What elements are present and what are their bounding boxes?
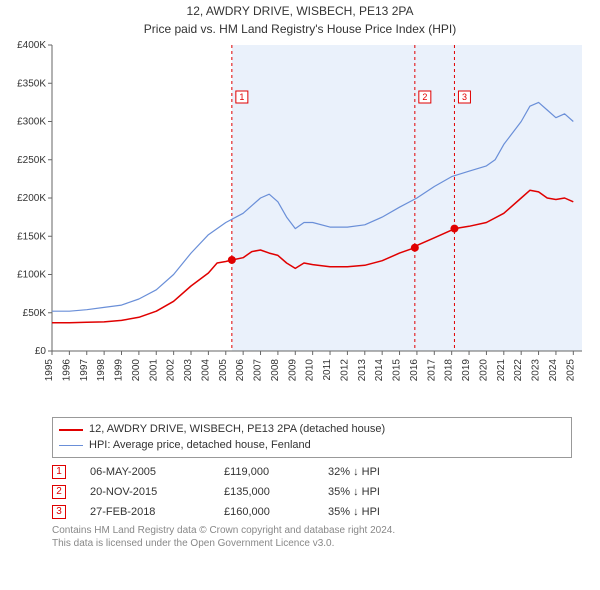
svg-text:2008: 2008	[270, 359, 281, 382]
event-number-box: 2	[52, 485, 66, 499]
svg-text:£300K: £300K	[17, 117, 46, 128]
svg-text:2: 2	[422, 92, 427, 102]
footer-line: This data is licensed under the Open Gov…	[52, 537, 572, 550]
svg-text:£400K: £400K	[17, 41, 46, 51]
svg-text:1995: 1995	[44, 359, 55, 382]
footer: Contains HM Land Registry data © Crown c…	[52, 524, 572, 550]
svg-text:£150K: £150K	[17, 231, 46, 242]
svg-text:2002: 2002	[166, 359, 177, 382]
svg-text:2005: 2005	[218, 359, 229, 382]
svg-text:2017: 2017	[426, 359, 437, 382]
svg-text:£50K: £50K	[23, 308, 47, 319]
svg-text:2010: 2010	[305, 359, 316, 382]
svg-text:2004: 2004	[200, 359, 211, 382]
footer-line: Contains HM Land Registry data © Crown c…	[52, 524, 572, 537]
svg-text:2014: 2014	[374, 359, 385, 382]
svg-text:2013: 2013	[357, 359, 368, 382]
event-date: 20-NOV-2015	[90, 486, 200, 498]
svg-text:2009: 2009	[287, 359, 298, 382]
event-price: £119,000	[224, 466, 304, 478]
event-number-box: 3	[52, 505, 66, 519]
svg-text:3: 3	[462, 92, 467, 102]
legend-label: HPI: Average price, detached house, Fenl…	[89, 438, 311, 453]
svg-text:£250K: £250K	[17, 155, 46, 166]
svg-text:2011: 2011	[322, 359, 333, 381]
svg-text:2001: 2001	[148, 359, 159, 382]
svg-text:1998: 1998	[96, 359, 107, 382]
svg-text:2024: 2024	[548, 359, 559, 382]
svg-text:2015: 2015	[392, 359, 403, 382]
svg-text:2021: 2021	[496, 359, 507, 382]
event-row: 1 06-MAY-2005 £119,000 32% ↓ HPI	[52, 462, 572, 482]
page-subtitle: Price paid vs. HM Land Registry's House …	[8, 22, 592, 38]
legend: 12, AWDRY DRIVE, WISBECH, PE13 2PA (deta…	[52, 417, 572, 458]
event-row: 3 27-FEB-2018 £160,000 35% ↓ HPI	[52, 502, 572, 522]
chart: £0 £50K £100K £150K £200K £250K £300K £350K £400…	[8, 41, 592, 411]
event-price: £135,000	[224, 486, 304, 498]
legend-swatch	[59, 429, 83, 431]
svg-text:2016: 2016	[409, 359, 420, 382]
svg-text:2025: 2025	[565, 359, 576, 382]
svg-text:1999: 1999	[114, 359, 125, 382]
event-date: 06-MAY-2005	[90, 466, 200, 478]
event-delta: 32% ↓ HPI	[328, 466, 428, 478]
svg-text:1997: 1997	[79, 359, 90, 382]
svg-text:2006: 2006	[235, 359, 246, 382]
svg-text:1996: 1996	[61, 359, 72, 382]
svg-text:2007: 2007	[253, 359, 264, 382]
svg-text:2022: 2022	[513, 359, 524, 382]
svg-text:£200K: £200K	[17, 193, 46, 204]
svg-text:2018: 2018	[444, 359, 455, 382]
chart-svg: £0 £50K £100K £150K £200K £250K £300K £350K £400…	[8, 41, 592, 411]
svg-text:1: 1	[239, 92, 244, 102]
svg-text:2019: 2019	[461, 359, 472, 382]
legend-label: 12, AWDRY DRIVE, WISBECH, PE13 2PA (deta…	[89, 422, 385, 437]
legend-item: HPI: Average price, detached house, Fenl…	[59, 438, 565, 453]
svg-text:£0: £0	[35, 346, 47, 357]
svg-text:£100K: £100K	[17, 270, 46, 281]
event-delta: 35% ↓ HPI	[328, 486, 428, 498]
legend-item: 12, AWDRY DRIVE, WISBECH, PE13 2PA (deta…	[59, 422, 565, 437]
event-date: 27-FEB-2018	[90, 506, 200, 518]
event-row: 2 20-NOV-2015 £135,000 35% ↓ HPI	[52, 482, 572, 502]
event-price: £160,000	[224, 506, 304, 518]
svg-text:2020: 2020	[478, 359, 489, 382]
event-delta: 35% ↓ HPI	[328, 506, 428, 518]
svg-text:2023: 2023	[531, 359, 542, 382]
svg-text:2000: 2000	[131, 359, 142, 382]
page-title: 12, AWDRY DRIVE, WISBECH, PE13 2PA	[8, 4, 592, 20]
svg-text:2012: 2012	[339, 359, 350, 382]
events-table: 1 06-MAY-2005 £119,000 32% ↓ HPI 2 20-NOV-201…	[52, 462, 572, 522]
svg-text:£350K: £350K	[17, 78, 46, 89]
event-number-box: 1	[52, 465, 66, 479]
svg-text:2003: 2003	[183, 359, 194, 382]
legend-swatch	[59, 445, 83, 446]
page: 12, AWDRY DRIVE, WISBECH, PE13 2PA Price…	[0, 0, 600, 590]
